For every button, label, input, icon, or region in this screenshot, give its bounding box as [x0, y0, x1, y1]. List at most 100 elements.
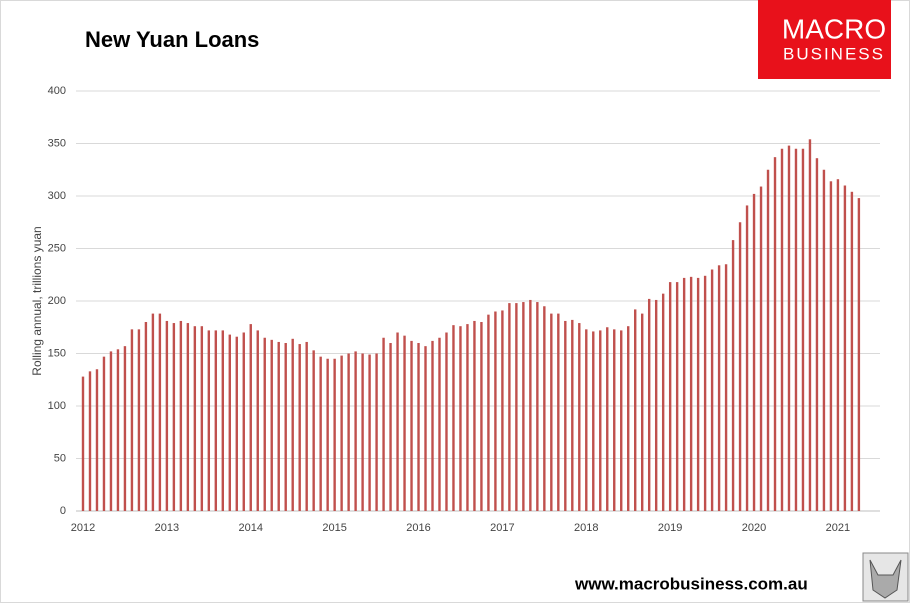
bar: [368, 354, 371, 511]
bar: [829, 181, 833, 512]
bar: [752, 193, 756, 511]
bar: [620, 330, 623, 511]
bar: [550, 313, 553, 511]
bar: [571, 319, 574, 511]
bar: [340, 355, 343, 511]
y-tick-label: 250: [48, 242, 66, 254]
bar: [270, 339, 273, 511]
bar: [822, 169, 826, 511]
bar: [144, 322, 148, 511]
bar: [675, 282, 679, 511]
bar: [116, 349, 120, 511]
bar: [599, 330, 602, 511]
bar: [738, 222, 742, 511]
bar: [298, 344, 301, 511]
bar: [522, 302, 525, 511]
logo-text: MACRO: [782, 13, 886, 44]
bar: [410, 340, 413, 511]
bar: [529, 299, 532, 511]
bar: [326, 358, 329, 511]
bar: [710, 269, 714, 511]
bar: [578, 323, 581, 511]
bar: [277, 341, 280, 511]
bar: [130, 329, 134, 511]
bar: [696, 277, 700, 511]
bar: [536, 302, 539, 511]
x-tick-label: 2017: [490, 522, 514, 534]
bar: [81, 376, 85, 511]
footer-url: www.macrobusiness.com.au: [574, 574, 808, 593]
bar: [396, 332, 399, 511]
bar: [263, 337, 266, 511]
bar: [165, 320, 169, 511]
bar: [787, 145, 791, 511]
bar: [857, 198, 861, 511]
x-tick-label: 2014: [239, 522, 263, 534]
bar: [137, 329, 141, 511]
bar: [158, 313, 162, 511]
bar: [508, 303, 511, 511]
bar: [647, 298, 651, 511]
bar: [417, 343, 420, 511]
bar: [661, 293, 665, 511]
bar: [613, 329, 616, 511]
bar: [773, 157, 777, 511]
bar: [445, 332, 448, 511]
wolf-icon: [869, 559, 902, 599]
x-tick-label: 2015: [322, 522, 346, 534]
bar: [494, 311, 497, 511]
y-tick-label: 350: [48, 137, 66, 149]
bar: [249, 324, 252, 511]
bar: [221, 330, 224, 511]
bar: [641, 313, 644, 511]
bar: [592, 331, 595, 511]
bar: [731, 240, 735, 511]
bar: [794, 148, 798, 511]
bar: [389, 343, 392, 511]
x-tick-label: 2019: [658, 522, 682, 534]
bar: [424, 346, 427, 511]
bar: [682, 277, 686, 511]
bar: [151, 313, 155, 511]
bar: [88, 371, 92, 511]
bar: [745, 205, 749, 511]
bar: [627, 326, 630, 511]
bar: [235, 336, 238, 511]
y-tick-label: 100: [48, 400, 66, 412]
bar: [759, 186, 763, 512]
bar: [403, 335, 406, 511]
bar: [242, 332, 245, 511]
bar: [466, 324, 469, 511]
bar: [186, 323, 190, 511]
bar: [354, 351, 357, 511]
bar: [717, 265, 721, 511]
bar: [836, 179, 840, 511]
bar: [564, 320, 567, 511]
bar: [850, 191, 854, 512]
bar: [123, 346, 127, 511]
bar: [361, 353, 364, 511]
bar: [291, 338, 294, 511]
bar: [312, 350, 315, 511]
bar: [438, 337, 441, 511]
bar: [606, 327, 609, 511]
logo-box: [758, 0, 891, 79]
y-axis-label: Rolling annual, trillions yuan: [30, 226, 44, 375]
bar: [543, 306, 546, 511]
logo-text: BUSINESS: [783, 44, 885, 63]
bar: [319, 356, 322, 511]
bar: [689, 276, 693, 511]
chart-title: New Yuan Loans: [85, 27, 259, 52]
bar: [452, 325, 455, 511]
x-tick-label: 2013: [155, 522, 179, 534]
bar: [780, 148, 784, 511]
bar: [801, 148, 805, 511]
bar: [431, 340, 434, 511]
bar: [515, 303, 518, 511]
bar: [172, 323, 176, 511]
bar: [200, 326, 204, 511]
bar: [256, 330, 259, 511]
bar: [724, 264, 728, 511]
